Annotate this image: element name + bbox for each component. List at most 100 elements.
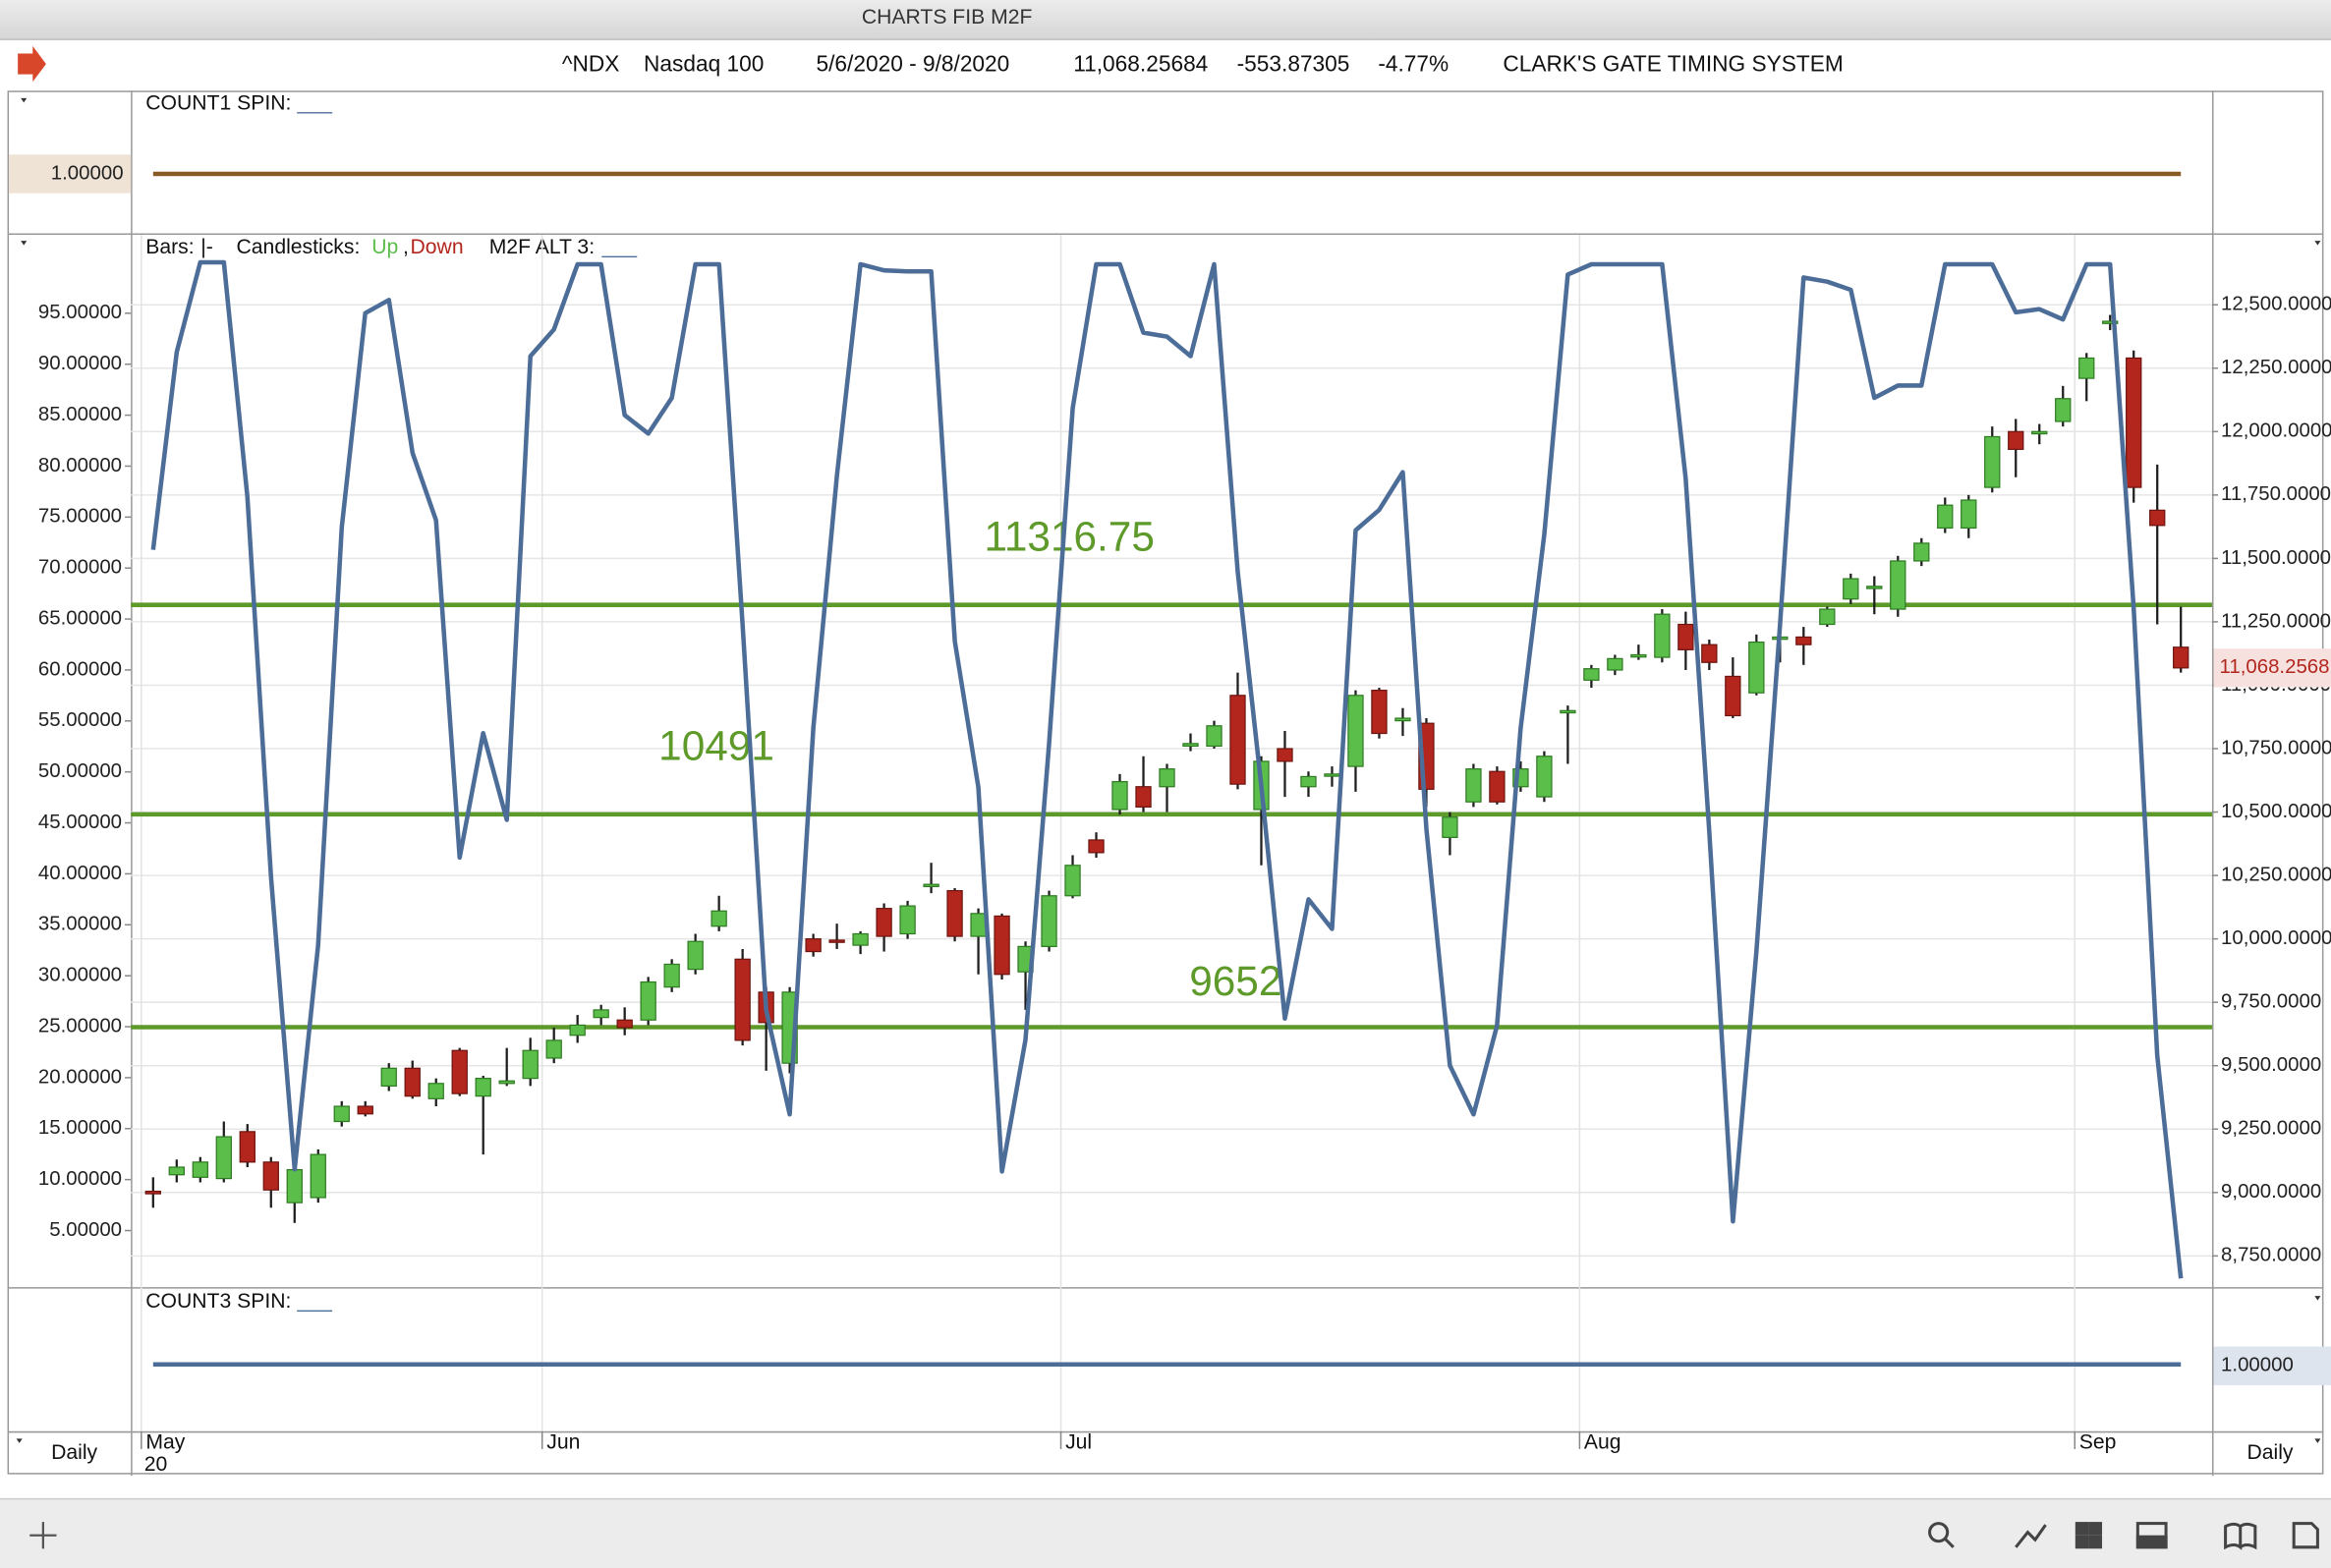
candle-body: [2031, 430, 2048, 435]
y2-tick-label: 9,750.0000: [2221, 991, 2321, 1013]
nav-arrow[interactable]: [18, 45, 46, 83]
y-tick-label: 75.00000: [38, 506, 122, 528]
y-tick-label: 15.00000: [38, 1117, 122, 1139]
candle-body: [2055, 398, 2072, 422]
legend-sep: ,: [403, 236, 409, 258]
doc-icon[interactable]: [2292, 1522, 2319, 1549]
candle-body: [357, 1105, 373, 1115]
y-tick-label: 30.00000: [38, 965, 122, 986]
candle-body: [144, 1190, 161, 1195]
y2-tick-label: 12,250.0000: [2221, 357, 2331, 378]
y-tick-label: 60.00000: [38, 658, 122, 680]
periodicity[interactable]: Daily: [2246, 1441, 2293, 1464]
candle-body: [2126, 357, 2142, 488]
candle-body: [2149, 509, 2166, 527]
panel-value-label: 1.00000: [2221, 1355, 2294, 1376]
legend-down: Down: [411, 236, 464, 258]
search-icon[interactable]: [1928, 1522, 1950, 1543]
symbol-name: Nasdaq 100: [644, 51, 764, 77]
legend-candles: Candlesticks:: [237, 236, 361, 258]
candle-body: [451, 1049, 468, 1094]
candle-body: [687, 940, 704, 971]
candle-body: [1064, 865, 1081, 897]
legend-bars: Bars:: [145, 236, 194, 258]
y2-tick-label: 12,000.0000: [2221, 420, 2331, 442]
x-tick-label: Aug: [1584, 1431, 1621, 1454]
change-pct: -4.77%: [1378, 51, 1449, 77]
candle-body: [852, 932, 869, 946]
y2-tick-label: 10,500.0000: [2221, 801, 2331, 822]
candle-body: [1607, 657, 1623, 671]
last-price-label: 11,068.2568: [2220, 656, 2330, 678]
candle-body: [498, 1080, 515, 1085]
candle-body: [876, 908, 892, 937]
candle-body: [1701, 644, 1718, 663]
panel-value-label: 1.00000: [51, 162, 124, 184]
toolbar: [0, 1497, 2331, 1568]
change: -553.87305: [1237, 51, 1350, 77]
y-tick-label: 85.00000: [38, 404, 122, 425]
candle-body: [404, 1067, 421, 1097]
y-tick-label: 10.00000: [38, 1168, 122, 1190]
candle-body: [1182, 743, 1199, 748]
candle-body: [828, 939, 845, 943]
chart-icon[interactable]: [2015, 1524, 2047, 1548]
add-button[interactable]: [29, 1522, 57, 1549]
y-tick-label: 55.00000: [38, 709, 122, 731]
candle-body: [1347, 695, 1364, 767]
candle-body: [1111, 780, 1128, 811]
candle-body: [1489, 770, 1506, 803]
y-tick-label: 65.00000: [38, 607, 122, 629]
legend-series-blank: ___: [601, 236, 638, 258]
y-tick-label: 25.00000: [38, 1015, 122, 1036]
x-tick-label: Jul: [1065, 1431, 1092, 1454]
candle-body: [286, 1168, 303, 1204]
candle-body: [1795, 636, 1812, 645]
candle-body: [1913, 542, 1930, 562]
candle-body: [2102, 320, 2119, 324]
legend-up: Up: [371, 236, 398, 258]
candle-body: [711, 910, 727, 927]
candle-body: [1229, 695, 1246, 785]
candle-body: [1866, 586, 1883, 589]
last-price: 11,068.25684: [1073, 51, 1208, 77]
candle-body: [1984, 435, 2001, 488]
candle-body: [2078, 357, 2095, 379]
candle-body: [1371, 690, 1388, 735]
y-tick-label: 80.00000: [38, 455, 122, 476]
level-label: 10491: [658, 723, 774, 769]
candle-body: [805, 938, 822, 953]
y2-tick-label: 12,500.0000: [2221, 294, 2331, 315]
grid-icon[interactable]: [2075, 1522, 2089, 1536]
candle-body: [2173, 646, 2189, 669]
y2-tick-label: 11,750.0000: [2221, 483, 2331, 505]
candle-body: [1843, 578, 1859, 600]
toolbar-icons: [1928, 1522, 2319, 1550]
panel-blank: ___: [297, 1290, 333, 1313]
oscillator-line: [150, 259, 2184, 1279]
y2-tick-label: 10,750.0000: [2221, 737, 2331, 758]
last-price-badge: [2213, 648, 2331, 688]
y2-tick-label: 9,000.0000: [2221, 1181, 2321, 1203]
value-badge: [9, 154, 132, 194]
candle-body: [262, 1161, 279, 1191]
year-label: 20: [144, 1453, 168, 1476]
candle-body: [475, 1078, 491, 1097]
y-tick-label: 5.00000: [49, 1219, 122, 1241]
candle-body: [427, 1083, 444, 1099]
candle-body: [593, 1009, 609, 1019]
y-tick-label: 50.00000: [38, 760, 122, 782]
system-name: CLARK'S GATE TIMING SYSTEM: [1503, 51, 1843, 77]
plot-area: 8,750.0000 9,000.0000 9,250.0000 9,500.0000…: [38, 171, 2331, 1454]
candle-body: [215, 1136, 232, 1180]
candle-body: [2008, 430, 2024, 450]
book-icon[interactable]: [2224, 1522, 2257, 1550]
candle-body: [192, 1161, 208, 1178]
candle-body: [522, 1049, 539, 1080]
y-tick-label: 45.00000: [38, 812, 122, 833]
periodicity[interactable]: Daily: [51, 1441, 97, 1464]
date-range: 5/6/2020 - 9/8/2020: [817, 51, 1010, 77]
y-tick-label: 20.00000: [38, 1066, 122, 1088]
candle-body: [616, 1019, 633, 1029]
